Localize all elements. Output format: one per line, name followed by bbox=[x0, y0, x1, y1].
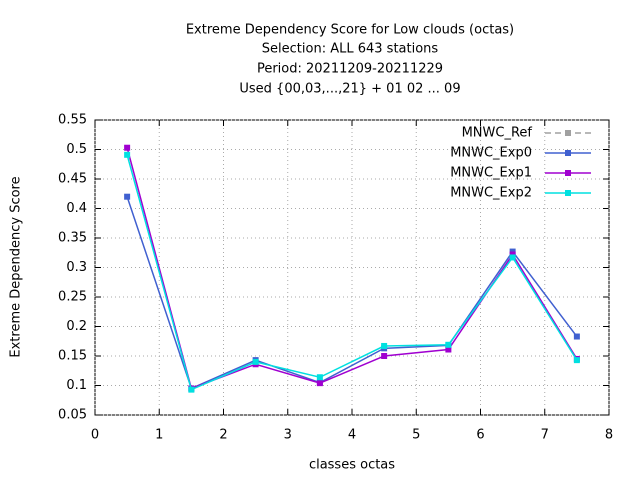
chart-subtitle: Period: 20211209-20211229 bbox=[257, 62, 443, 77]
chart-subtitle: Selection: ALL 643 stations bbox=[262, 42, 439, 57]
x-tick-label: 4 bbox=[348, 428, 356, 443]
series-line bbox=[126, 154, 578, 391]
chart-title: Extreme Dependency Score for Low clouds … bbox=[186, 23, 514, 38]
y-tick-label: 0.15 bbox=[58, 349, 87, 364]
point bbox=[509, 254, 516, 261]
x-tick-label: 1 bbox=[155, 428, 163, 443]
legend-marker bbox=[565, 170, 571, 176]
point bbox=[124, 151, 131, 158]
y-tick-label: 0.45 bbox=[58, 172, 87, 187]
y-tick-label: 0.1 bbox=[66, 378, 87, 393]
point bbox=[124, 193, 131, 200]
point bbox=[381, 342, 388, 349]
y-tick-label: 0.05 bbox=[58, 408, 87, 423]
point bbox=[316, 380, 323, 387]
point bbox=[445, 341, 452, 348]
point bbox=[252, 358, 259, 365]
y-tick-label: 0.55 bbox=[58, 113, 87, 128]
y-tick-label: 0.2 bbox=[66, 319, 87, 334]
y-tick-label: 0.25 bbox=[58, 290, 87, 305]
legend-label: MNWC_Exp2 bbox=[450, 186, 532, 201]
legend-label: MNWC_Exp0 bbox=[450, 146, 532, 161]
y-tick-label: 0.3 bbox=[66, 260, 87, 275]
x-tick-label: 8 bbox=[605, 428, 613, 443]
legend-label: MNWC_Exp1 bbox=[450, 166, 532, 181]
point bbox=[124, 144, 131, 151]
x-tick-label: 7 bbox=[541, 428, 549, 443]
point bbox=[573, 333, 580, 340]
point bbox=[445, 346, 452, 353]
legend-marker bbox=[565, 150, 571, 156]
y-tick-label: 0.35 bbox=[58, 231, 87, 246]
y-tick-label: 0.5 bbox=[66, 142, 87, 157]
y-axis-label: Extreme Dependency Score bbox=[9, 176, 24, 357]
x-axis-label: classes octas bbox=[309, 458, 395, 473]
legend-label: MNWC_Ref bbox=[462, 126, 533, 141]
x-tick-label: 0 bbox=[91, 428, 99, 443]
x-tick-label: 2 bbox=[219, 428, 227, 443]
point bbox=[573, 357, 580, 364]
point bbox=[381, 353, 388, 359]
y-tick-label: 0.4 bbox=[66, 201, 87, 216]
x-tick-label: 6 bbox=[476, 428, 484, 443]
legend-marker bbox=[565, 190, 571, 196]
x-tick-label: 3 bbox=[284, 428, 292, 443]
x-tick-label: 5 bbox=[412, 428, 420, 443]
point bbox=[316, 374, 323, 381]
chart-subtitle: Used {00,03,...,21} + 01 02 ... 09 bbox=[239, 82, 460, 97]
point bbox=[188, 386, 195, 393]
legend-marker bbox=[565, 130, 571, 136]
